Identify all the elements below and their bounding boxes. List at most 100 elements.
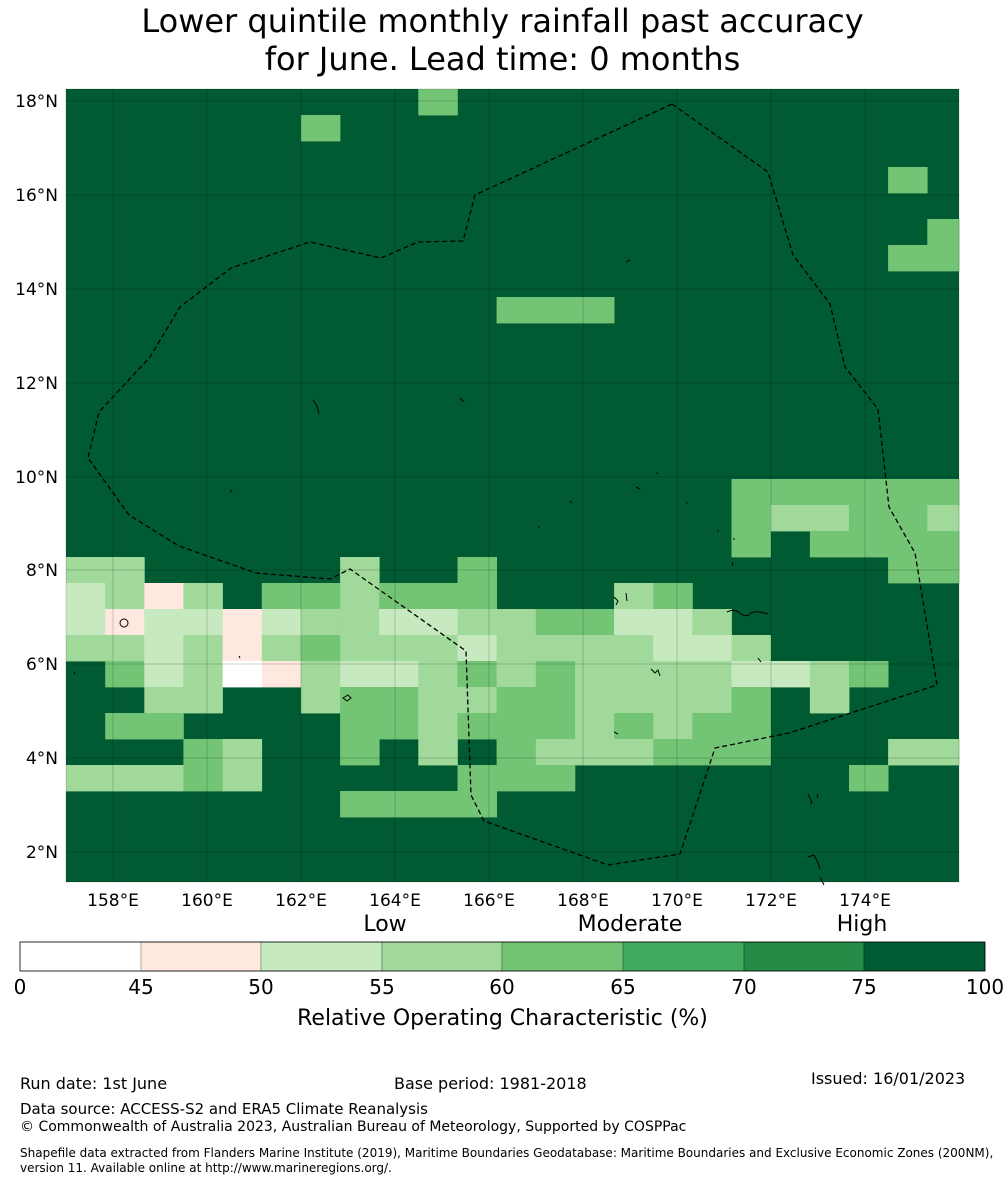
map-frame: [65, 88, 960, 883]
map-grid-cell: [575, 739, 615, 766]
colorbar-tick: 70: [731, 975, 757, 999]
island-outline: [625, 259, 631, 263]
map-grid-cell: [222, 609, 263, 636]
map-grid-cell: [614, 739, 654, 766]
latitude-label: 12°N: [15, 374, 58, 394]
map-grid-cell: [496, 687, 537, 714]
map-grid-cell: [418, 609, 458, 636]
map-grid-cell: [183, 687, 223, 714]
map-grid-cell: [653, 739, 693, 766]
colorbar-tick: 65: [610, 975, 636, 999]
latitude-label: 2°N: [26, 843, 58, 863]
longitude-label: 166°E: [463, 891, 515, 911]
map-grid-cell: [731, 531, 771, 558]
map-grid-cell: [457, 765, 497, 792]
latitude-label: 10°N: [15, 468, 58, 488]
island-outline: [119, 618, 129, 628]
latitude-label: 4°N: [26, 749, 58, 769]
colorbar-swatch: [863, 941, 986, 972]
map-grid-cell: [731, 687, 771, 714]
map-grid-cell: [418, 661, 458, 688]
map-grid-cell: [496, 609, 537, 636]
map-grid-cell: [105, 609, 145, 636]
latitude-labels: 18°N 16°N 14°N 12°N 10°N 8°N 6°N 4°N 2°N: [15, 92, 58, 863]
map-grid-cell: [692, 661, 732, 688]
map-grid-cell: [849, 765, 889, 792]
shapefile-credit-line2: version 11. Available online at http://w…: [20, 1161, 392, 1175]
map-grid-cell: [144, 609, 184, 636]
map-grid-cell: [575, 687, 615, 714]
map-grid-cells: [66, 89, 960, 882]
map-grid-cell: [927, 219, 960, 246]
map-grid-cell: [575, 713, 615, 740]
map-grid-cell: [457, 713, 497, 740]
island-outline: [613, 731, 619, 735]
colorbar-swatch: [140, 941, 262, 972]
map-grid-cell: [183, 635, 223, 662]
map-grid-cell: [809, 687, 850, 714]
map-grid-cell: [888, 479, 928, 506]
latitude-label: 18°N: [15, 92, 58, 112]
island-outline: [73, 489, 241, 675]
shapefile-credit-line1: Shapefile data extracted from Flanders M…: [20, 1146, 994, 1160]
map-grid-cell: [849, 505, 889, 532]
map-grid-cell: [222, 635, 263, 662]
map-grid-cell: [849, 531, 889, 558]
map-grid-cell: [692, 687, 732, 714]
map-grid-cell: [731, 505, 771, 532]
chart-title-line2: for June. Lead time: 0 months: [264, 40, 741, 78]
colorbar-swatch: [381, 941, 503, 972]
longitude-label: 168°E: [557, 891, 609, 911]
map-grid-cell: [300, 583, 341, 610]
map-grid-cell: [418, 713, 458, 740]
map-grid-cell: [105, 661, 145, 688]
map-grid-cell: [300, 687, 341, 714]
map-grid-cell: [575, 297, 615, 324]
map-grid-cell: [692, 739, 732, 766]
map-grid-cell: [66, 765, 106, 792]
map-grid-cell: [496, 661, 537, 688]
map-grid-cell: [379, 687, 419, 714]
map-grid-cell: [809, 531, 850, 558]
map-grid-cell: [496, 765, 537, 792]
colorbar-tick: 0: [13, 975, 27, 999]
map-grid-cell: [535, 661, 576, 688]
colorbar: [19, 941, 986, 972]
map-grid-cell: [849, 661, 889, 688]
map-grid-cell: [340, 791, 380, 818]
map-grid-cell: [300, 609, 341, 636]
map-grid-cell: [653, 713, 693, 740]
longitude-label: 164°E: [369, 891, 421, 911]
map-grid-cell: [418, 89, 458, 116]
map-grid-cell: [457, 661, 497, 688]
map-grid-cell: [496, 739, 537, 766]
latitude-label: 14°N: [15, 280, 58, 300]
map-grid-cell: [535, 687, 576, 714]
map-grid-cell: [418, 583, 458, 610]
eez-boundary: [87, 103, 938, 866]
map-grid-cell: [340, 713, 380, 740]
map-grid-cell: [692, 635, 732, 662]
data-source: Data source: ACCESS-S2 and ERA5 Climate …: [20, 1100, 428, 1118]
map-grid-cell: [340, 661, 380, 688]
map-grid-cell: [300, 635, 341, 662]
map-grid-cell: [614, 687, 654, 714]
map-grid-cell: [496, 297, 537, 324]
map-grid-cell: [300, 661, 341, 688]
map-grid-cell: [66, 609, 106, 636]
map-grid-cell: [770, 661, 811, 688]
colorbar-category-moderate: Moderate: [577, 912, 683, 937]
map-grid-cell: [340, 739, 380, 766]
map-grid-cell: [379, 583, 419, 610]
map-grid-cell: [66, 635, 106, 662]
map-grid-cell: [144, 687, 184, 714]
map-grid-cell: [927, 505, 960, 532]
map-grid-cell: [183, 765, 223, 792]
map-grid-cell: [653, 609, 693, 636]
longitude-label: 158°E: [87, 891, 139, 911]
map-grid-cell: [535, 297, 576, 324]
map-grid-cell: [888, 505, 928, 532]
map-grid-cell: [770, 505, 811, 532]
map-grid-cell: [222, 661, 263, 688]
map-grid-cell: [809, 505, 850, 532]
